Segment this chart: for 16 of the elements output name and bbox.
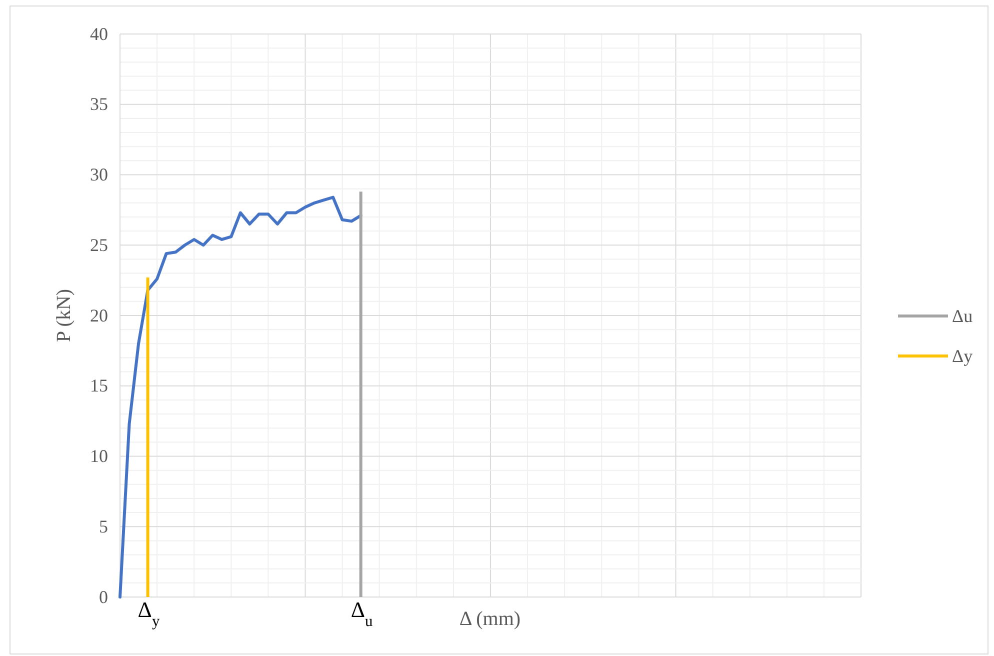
y-tick-label: 20 [90,305,108,326]
y-axis-title: P (kN) [53,288,75,342]
y-tick-label: 25 [90,234,108,255]
annotation: Δ$_{u}$ [350,597,373,630]
line-series [118,196,362,598]
y-tick-label: 0 [99,586,108,607]
x-axis-title: Δ (mm) [459,608,521,630]
legend-label: Δu [952,306,973,326]
y-tick-label: 5 [99,516,108,536]
legend-label: Δy [952,346,973,366]
y-tick-label: 10 [90,446,108,466]
y-tick-label: 35 [90,94,108,114]
y-tick-label: 30 [90,164,108,185]
annotation: Δ$_{y}$ [138,597,160,630]
y-tick-label: 40 [90,24,108,44]
y-tick-label: 15 [90,376,108,396]
